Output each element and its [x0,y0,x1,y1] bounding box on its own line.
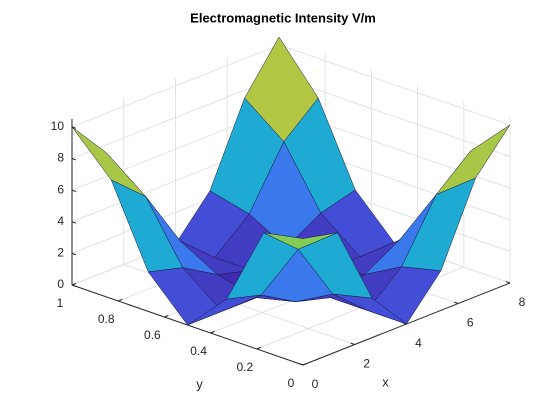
x-tick-label: 4 [415,336,422,350]
x-tick [350,342,355,345]
x-tick-label: 6 [467,316,474,330]
chart-title: Electromagnetic Intensity V/m [190,10,376,25]
grid-line [71,44,280,128]
y-tick-label: 0 [288,376,295,390]
y-tick [118,298,123,302]
y-tick [210,330,215,334]
y-axis [71,284,304,366]
x-tick [298,363,304,366]
y-tick-label: 1 [57,296,64,310]
x-tick-label: 0 [312,377,319,391]
grid-line [278,76,511,157]
y-tick [256,346,261,350]
z-tick-label: 10 [51,119,65,133]
y-tick-label: 0.4 [190,344,207,358]
grid-line [278,44,511,126]
x-tick-label: 8 [519,295,526,309]
y-tick [302,362,308,366]
z-tick [71,221,77,224]
y-tick-label: 0.6 [144,328,161,342]
y-tick [164,314,169,318]
surface-patch [110,179,184,273]
z-tick [71,126,77,129]
z-tick [71,158,77,161]
x-axis-label: x [382,374,389,389]
x-tick [505,281,511,284]
z-tick [71,252,77,256]
z-tick-label: 2 [57,246,64,260]
y-tick-label: 0.2 [236,360,253,374]
z-tick-label: 8 [57,151,64,165]
z-tick-label: 6 [57,182,64,196]
surface-patch [263,232,338,250]
x-tick [402,322,407,325]
x-tick-label: 2 [363,357,370,371]
z-tick [71,189,77,193]
x-tick [454,301,459,304]
y-tick-label: 0.8 [98,312,115,326]
z-tick [71,284,77,287]
grid-line [71,76,280,159]
z-tick-label: 0 [57,277,64,291]
y-axis-label: y [196,376,203,391]
z-tick-label: 4 [57,214,64,228]
